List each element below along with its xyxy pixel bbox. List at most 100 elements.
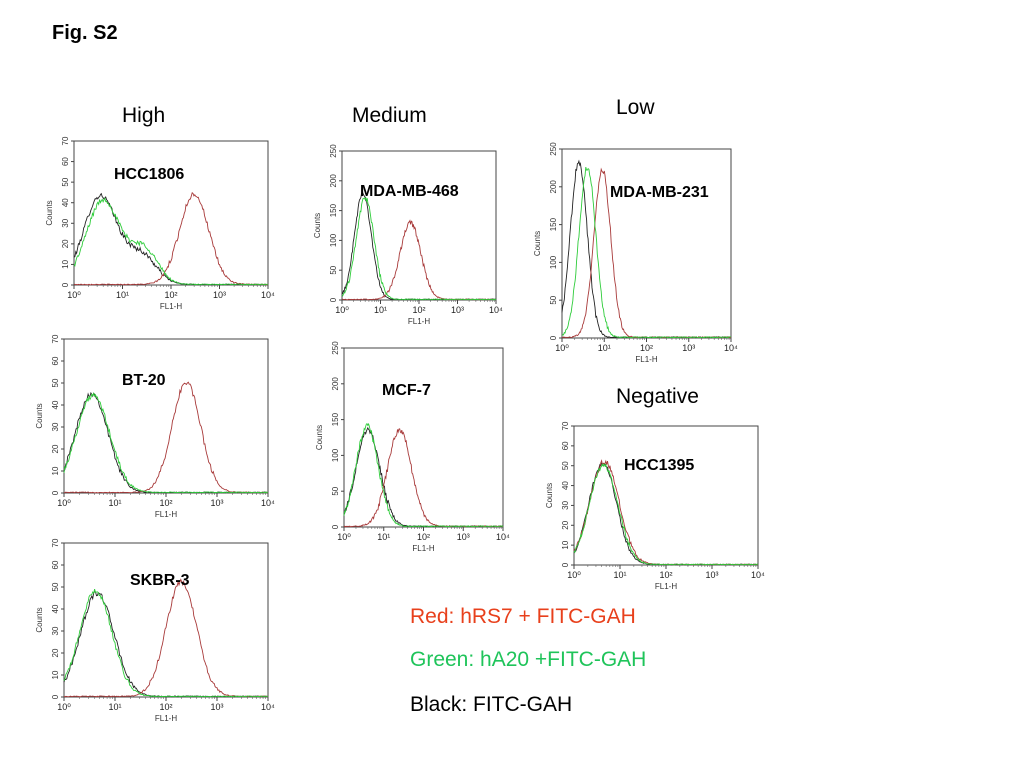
y-tick-label: 60 (51, 356, 60, 365)
x-tick-label: 10³ (213, 290, 226, 300)
histogram-svg: 0 50 100 150 200 250 Counts 10⁰ 10¹ 10² 10³ 10⁴ FL1-… (533, 142, 738, 364)
x-tick-label: 10³ (210, 498, 223, 508)
y-tick-label: 0 (549, 335, 558, 340)
panel-title: MDA-MB-468 (360, 183, 459, 200)
y-tick-label: 50 (549, 295, 558, 304)
series-green-line (63, 588, 269, 698)
histogram-panel-skbr3: 0 10 20 30 40 50 60 70 Counts 10⁰ 10¹ 10² 10³ 10⁴ FL1-… (30, 537, 280, 727)
y-tick-label: 0 (51, 694, 60, 699)
y-tick-label: 10 (51, 466, 60, 475)
y-tick-label: 150 (331, 412, 340, 426)
x-tick-label: 10⁰ (67, 290, 81, 300)
series-red-line (63, 381, 269, 494)
x-tick-label: 10⁴ (496, 532, 510, 542)
x-tick-label: 10⁴ (751, 570, 765, 580)
y-tick-label: 30 (61, 218, 70, 227)
y-tick-label: 200 (331, 377, 340, 391)
series-red-line (74, 192, 269, 286)
series-black-line (341, 192, 497, 301)
series-red-line (573, 459, 759, 566)
x-tick-label: 10³ (457, 532, 470, 542)
y-axis-label: Counts (315, 425, 324, 450)
plot-frame (341, 150, 497, 301)
y-tick-label: 60 (561, 441, 570, 450)
y-tick-label: 50 (51, 378, 60, 387)
y-tick-label: 40 (51, 400, 60, 409)
y-tick-label: 60 (61, 157, 70, 166)
x-tick-label: 10² (164, 290, 177, 300)
x-tick-label: 10⁰ (57, 702, 71, 712)
histogram-svg: 0 50 100 150 200 250 Counts 10⁰ 10¹ 10² 10³ 10⁴ FL1-… (313, 144, 503, 326)
x-tick-label: 10⁰ (555, 343, 569, 353)
group-label-low: Low (616, 96, 655, 119)
group-label-medium: Medium (352, 104, 427, 127)
x-tick-label: 10¹ (598, 343, 611, 353)
x-tick-label: 10³ (705, 570, 718, 580)
x-tick-label: 10³ (451, 305, 464, 315)
y-tick-label: 60 (51, 560, 60, 569)
x-tick-label: 10² (412, 305, 425, 315)
histogram-panel-mdamb231: 0 50 100 150 200 250 Counts 10⁰ 10¹ 10² 10³ 10⁴ FL1-… (528, 142, 743, 368)
x-tick-label: 10² (417, 532, 430, 542)
histogram-svg: 0 10 20 30 40 50 60 70 Counts 10⁰ 10¹ 10² 10³ 10⁴ FL1-… (35, 334, 275, 519)
series-black-line (73, 192, 268, 286)
y-tick-label: 70 (61, 136, 70, 145)
plot-frame (63, 542, 269, 698)
x-axis-label: FL1-H (155, 510, 177, 519)
panel-title: HCC1395 (624, 457, 694, 474)
x-tick-label: 10¹ (116, 290, 129, 300)
y-tick-label: 40 (61, 198, 70, 207)
panel-title: BT-20 (122, 372, 166, 389)
legend-red: Red: hRS7 + FITC-GAH (410, 605, 636, 628)
series-black-line (63, 391, 269, 494)
y-axis-label: Counts (35, 403, 44, 428)
panel-title: MCF-7 (382, 382, 431, 399)
series-red-line (342, 219, 497, 301)
x-tick-label: 10² (640, 343, 653, 353)
plot-frame (343, 347, 504, 528)
y-tick-label: 70 (51, 334, 60, 343)
panel-title: SKBR-3 (130, 572, 190, 589)
x-axis-label: FL1-H (408, 317, 430, 326)
legend-black: Black: FITC-GAH (410, 693, 573, 716)
y-axis-label: Counts (45, 200, 54, 225)
y-tick-label: 70 (51, 538, 60, 547)
x-tick-label: 10¹ (613, 570, 626, 580)
y-tick-label: 50 (329, 265, 338, 274)
series-green-line (343, 422, 504, 528)
x-tick-label: 10⁰ (337, 532, 351, 542)
histogram-svg: 0 10 20 30 40 50 60 70 Counts 10⁰ 10¹ 10² 10³ 10⁴ FL1-… (35, 538, 275, 723)
y-tick-label: 250 (549, 142, 558, 156)
y-tick-label: 200 (329, 174, 338, 188)
y-tick-label: 100 (549, 255, 558, 269)
series-black-line (63, 591, 269, 698)
x-axis-label: FL1-H (412, 544, 434, 553)
x-tick-label: 10¹ (377, 532, 390, 542)
legend-green: Green: hA20 +FITC-GAH (410, 648, 647, 671)
y-tick-label: 10 (561, 540, 570, 549)
histogram-svg: 0 50 100 150 200 250 Counts 10⁰ 10¹ 10² 10³ 10⁴ FL1-… (315, 341, 510, 553)
x-tick-label: 10⁰ (567, 570, 581, 580)
y-tick-label: 10 (51, 670, 60, 679)
figure-title: Fig. S2 (52, 22, 118, 44)
y-tick-label: 40 (51, 604, 60, 613)
y-axis-label: Counts (545, 483, 554, 508)
x-tick-label: 10¹ (108, 498, 121, 508)
y-tick-label: 100 (331, 448, 340, 462)
y-tick-label: 200 (549, 180, 558, 194)
y-tick-label: 100 (329, 233, 338, 247)
series-green-line (341, 196, 497, 301)
x-tick-label: 10⁴ (261, 290, 275, 300)
group-label-high: High (122, 104, 166, 127)
histogram-svg: 0 10 20 30 40 50 60 70 Counts 10⁰ 10¹ 10² 10³ 10⁴ FL1-… (45, 136, 275, 311)
y-tick-label: 0 (561, 562, 570, 567)
x-tick-label: 10² (659, 570, 672, 580)
plot-frame (73, 140, 269, 286)
y-tick-label: 50 (51, 582, 60, 591)
y-axis-label: Counts (313, 213, 322, 238)
y-tick-label: 50 (561, 461, 570, 470)
y-tick-label: 150 (549, 217, 558, 231)
y-tick-label: 0 (51, 490, 60, 495)
x-tick-label: 10¹ (374, 305, 387, 315)
histogram-panel-bt20: 0 10 20 30 40 50 60 70 Counts 10⁰ 10¹ 10² 10³ 10⁴ FL1-… (30, 333, 280, 523)
